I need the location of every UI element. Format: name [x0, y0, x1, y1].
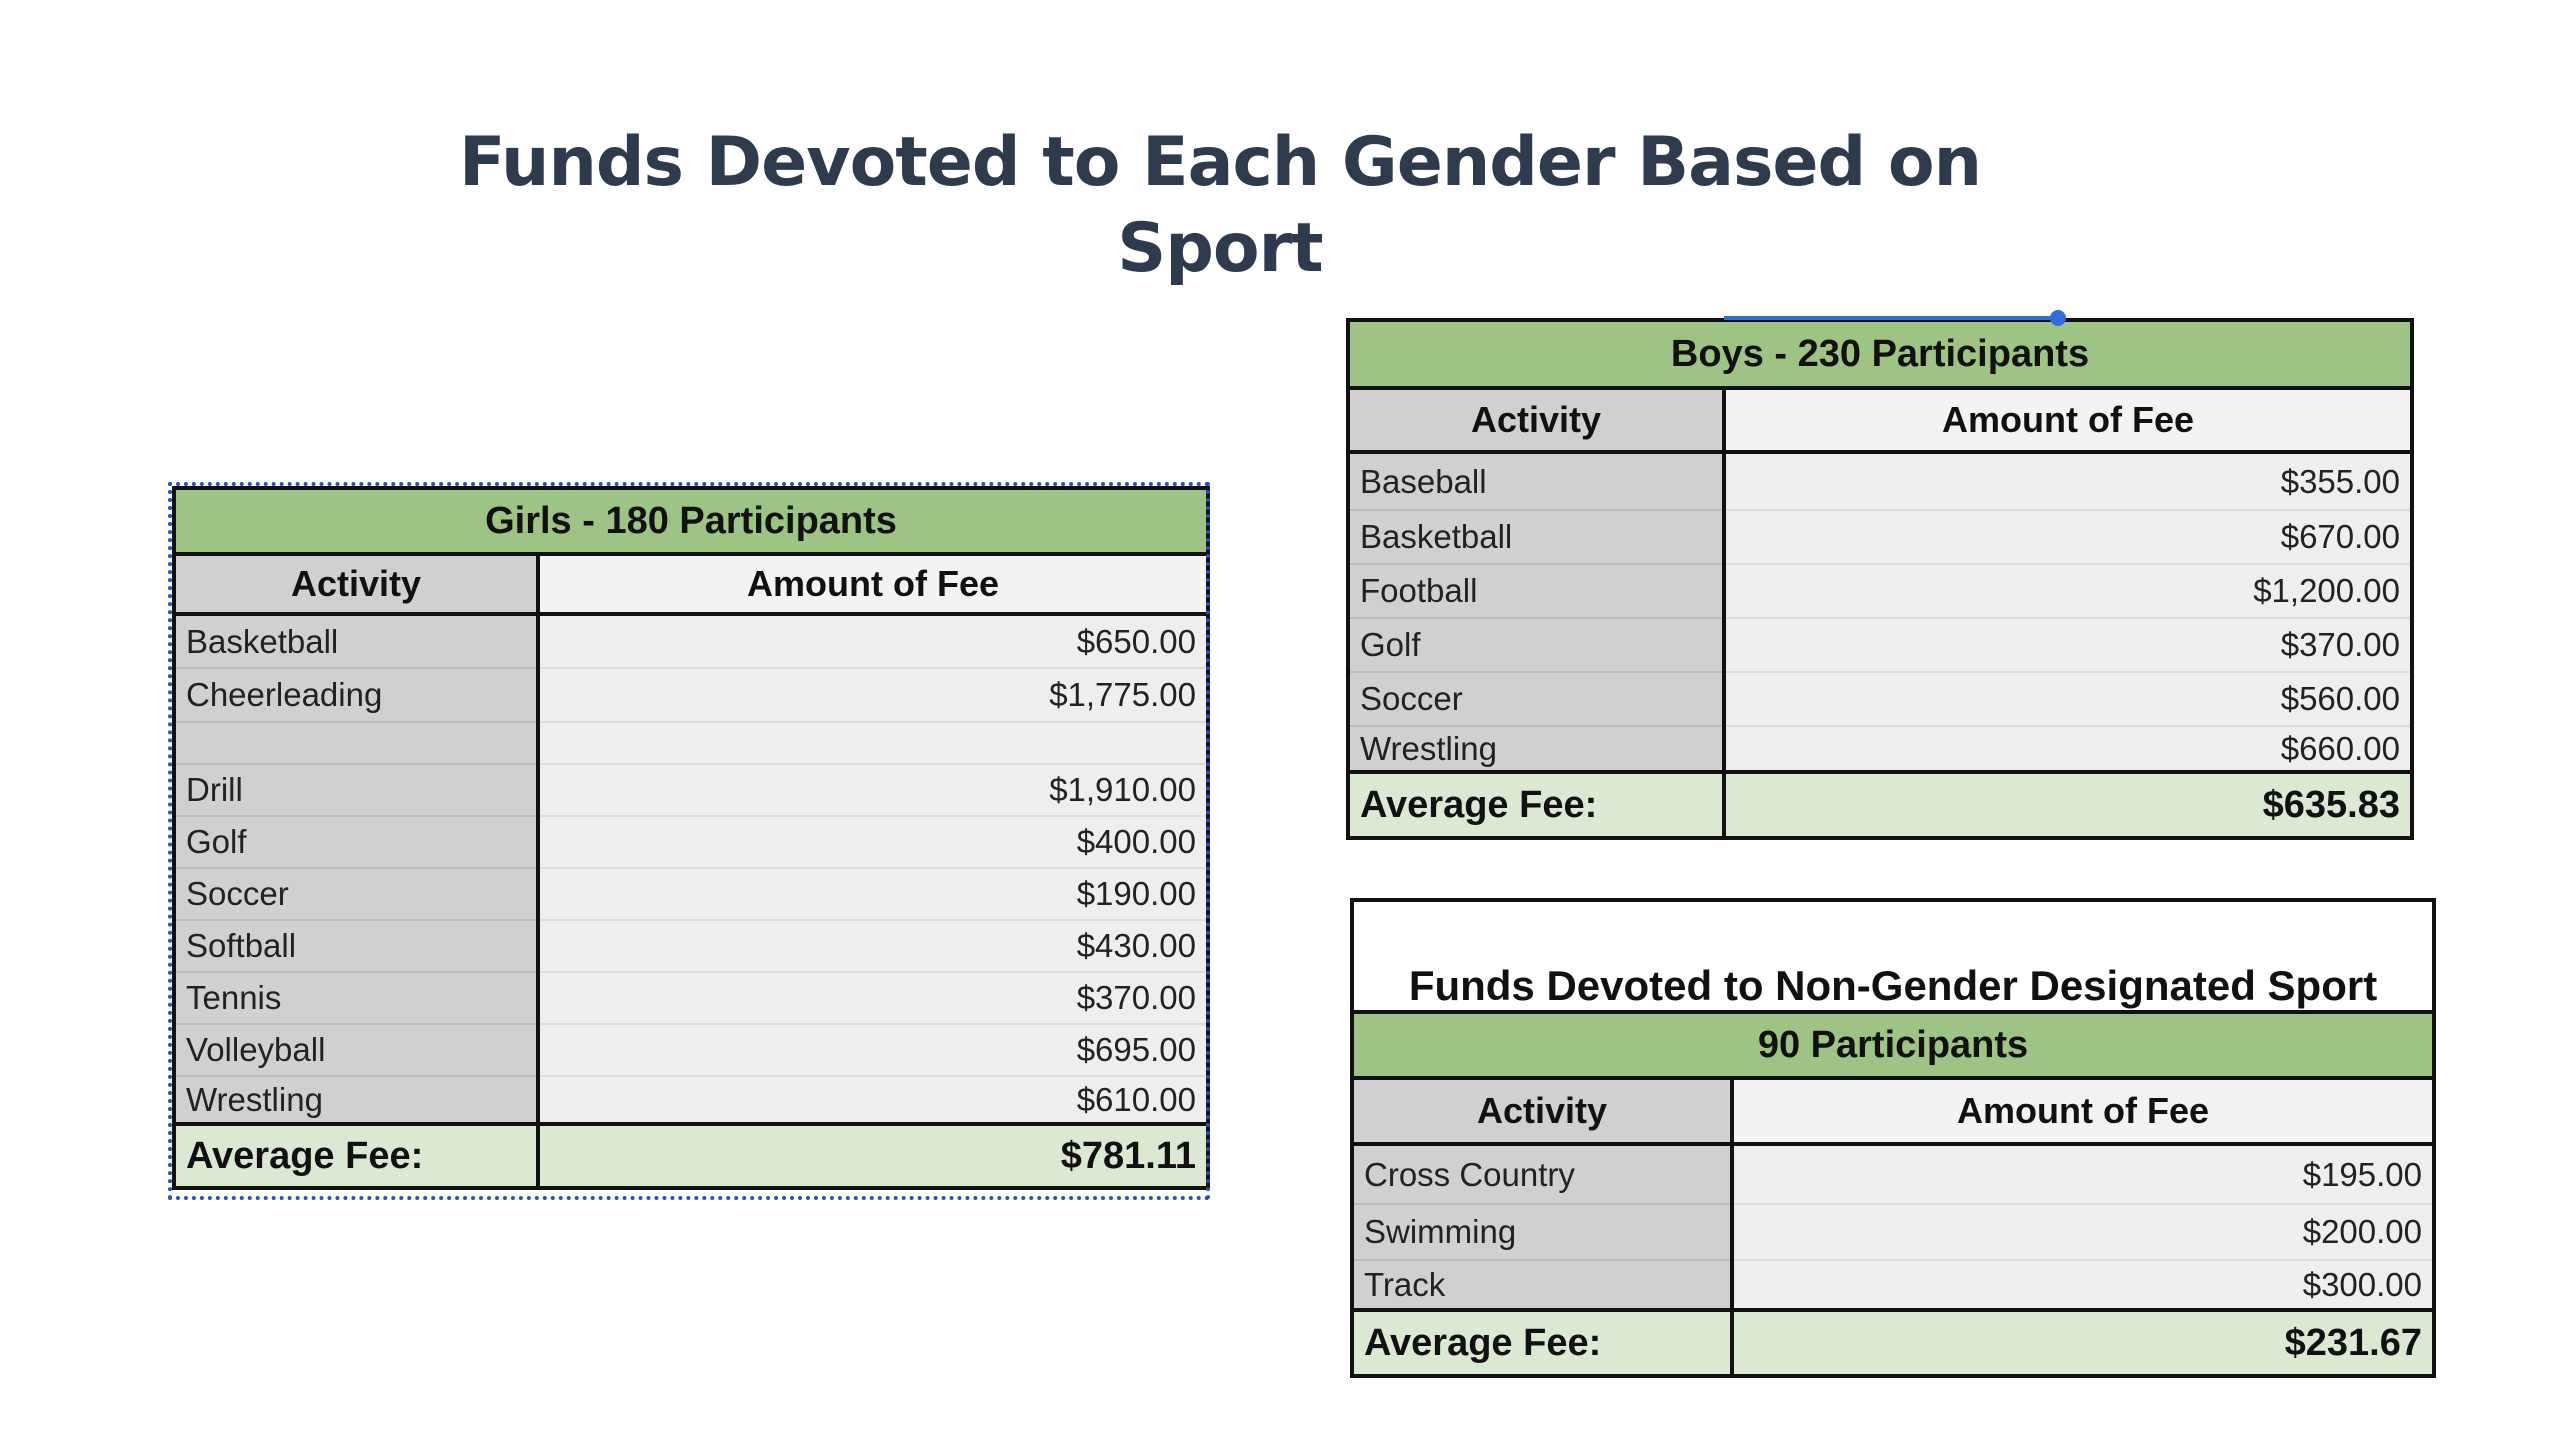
girls-fee-cell: $1,775.00: [538, 668, 1210, 723]
nongender-col-fee: Amount of Fee: [1729, 1076, 2437, 1146]
girls-fee-cell: $1,910.00: [538, 764, 1210, 817]
boys-activity-cell: Wrestling: [1346, 726, 1726, 773]
table-row: Tennis $370.00: [172, 972, 1210, 1025]
table-row: Volleyball $695.00: [172, 1024, 1210, 1077]
nongender-fee-cell: $200.00: [1732, 1204, 2437, 1261]
boys-col-activity: Activity: [1346, 386, 1726, 454]
boys-activity-cell: Basketball: [1346, 510, 1726, 565]
nongender-header: 90 Participants: [1349, 1010, 2437, 1080]
girls-col-activity: Activity: [172, 552, 540, 616]
boys-fee-cell: $660.00: [1724, 726, 2415, 773]
girls-fee-cell: $695.00: [538, 1024, 1210, 1077]
nongender-average-value: $231.67: [1729, 1308, 2437, 1378]
boys-activity-cell: Baseball: [1346, 452, 1726, 511]
table-row: Soccer $190.00: [172, 868, 1210, 921]
boys-col-fee: Amount of Fee: [1721, 386, 2415, 454]
boys-header: Boys - 230 Participants: [1345, 318, 2415, 390]
boys-average-label: Average Fee:: [1346, 770, 1726, 840]
nongender-fee-cell: $300.00: [1732, 1260, 2437, 1311]
table-row: Basketball $670.00: [1346, 510, 2415, 565]
table-row: Wrestling $660.00: [1346, 726, 2415, 773]
boys-fee-cell: $1,200.00: [1724, 564, 2415, 619]
table-row: Track $300.00: [1350, 1260, 2437, 1311]
girls-col-fee: Amount of Fee: [536, 552, 1210, 616]
nongender-activity-cell: Swimming: [1350, 1204, 1734, 1261]
boys-activity-cell: Football: [1346, 564, 1726, 619]
table-row: Baseball $355.00: [1346, 452, 2415, 511]
table-row: Golf $400.00: [172, 816, 1210, 869]
table-row: Basketball $650.00: [172, 614, 1210, 669]
girls-activity-cell: Wrestling: [172, 1076, 540, 1125]
nongender-col-activity: Activity: [1350, 1076, 1734, 1146]
boys-fee-table: Boys - 230 Participants Activity Amount …: [1345, 318, 2415, 840]
girls-fee-cell: $400.00: [538, 816, 1210, 869]
nongender-fee-table: Funds Devoted to Non-Gender Designated S…: [1349, 898, 2437, 1378]
table-row: Football $1,200.00: [1346, 564, 2415, 619]
boys-fee-cell: $560.00: [1724, 672, 2415, 727]
table-row: Swimming $200.00: [1350, 1204, 2437, 1261]
nongender-activity-cell: Cross Country: [1350, 1144, 1734, 1205]
girls-activity-cell: Tennis: [172, 972, 540, 1025]
table-row: Softball $430.00: [172, 920, 1210, 973]
girls-fee-cell: $650.00: [538, 614, 1210, 669]
slide-title[interactable]: Funds Devoted to Each Gender Based on Sp…: [458, 123, 1982, 288]
girls-activity-cell: Soccer: [172, 868, 540, 921]
boys-activity-cell: Golf: [1346, 618, 1726, 673]
table-row: [172, 722, 1210, 765]
table-row: Cheerleading $1,775.00: [172, 668, 1210, 723]
boys-fee-cell: $370.00: [1724, 618, 2415, 673]
boys-activity-cell: Soccer: [1346, 672, 1726, 727]
girls-fee-cell: $430.00: [538, 920, 1210, 973]
boys-fee-cell: $670.00: [1724, 510, 2415, 565]
nongender-fee-cell: $195.00: [1732, 1144, 2437, 1205]
nongender-average-label: Average Fee:: [1350, 1308, 1734, 1378]
girls-activity-cell: Drill: [172, 764, 540, 817]
table-row: Soccer $560.00: [1346, 672, 2415, 727]
girls-fee-cell: [538, 722, 1210, 765]
girls-average-label: Average Fee:: [172, 1122, 540, 1190]
table-row: Golf $370.00: [1346, 618, 2415, 673]
boys-table-image[interactable]: Boys - 230 Participants Activity Amount …: [1345, 318, 2415, 844]
girls-fee-cell: $610.00: [538, 1076, 1210, 1125]
girls-activity-cell: Softball: [172, 920, 540, 973]
selection-handle[interactable]: [2050, 310, 2066, 326]
nongender-table-image[interactable]: Funds Devoted to Non-Gender Designated S…: [1349, 898, 2437, 1382]
girls-activity-cell: Cheerleading: [172, 668, 540, 723]
boys-fee-cell: $355.00: [1724, 452, 2415, 511]
girls-fee-cell: $370.00: [538, 972, 1210, 1025]
boys-average-value: $635.83: [1721, 770, 2415, 840]
girls-activity-cell: Basketball: [172, 614, 540, 669]
girls-average-value: $781.11: [536, 1122, 1210, 1190]
table-row: Cross Country $195.00: [1350, 1144, 2437, 1205]
table-row: Wrestling $610.00: [172, 1076, 1210, 1125]
selection-line: [1724, 316, 2056, 320]
girls-fee-table: Girls - 180 Participants Activity Amount…: [172, 486, 1210, 1190]
girls-activity-cell: [172, 722, 540, 765]
nongender-title: Funds Devoted to Non-Gender Designated S…: [1349, 898, 2437, 1013]
girls-fee-cell: $190.00: [538, 868, 1210, 921]
nongender-activity-cell: Track: [1350, 1260, 1734, 1311]
girls-activity-cell: Golf: [172, 816, 540, 869]
girls-activity-cell: Volleyball: [172, 1024, 540, 1077]
girls-header: Girls - 180 Participants: [172, 486, 1210, 556]
girls-table-image[interactable]: Girls - 180 Participants Activity Amount…: [172, 486, 1210, 1192]
table-row: Drill $1,910.00: [172, 764, 1210, 817]
